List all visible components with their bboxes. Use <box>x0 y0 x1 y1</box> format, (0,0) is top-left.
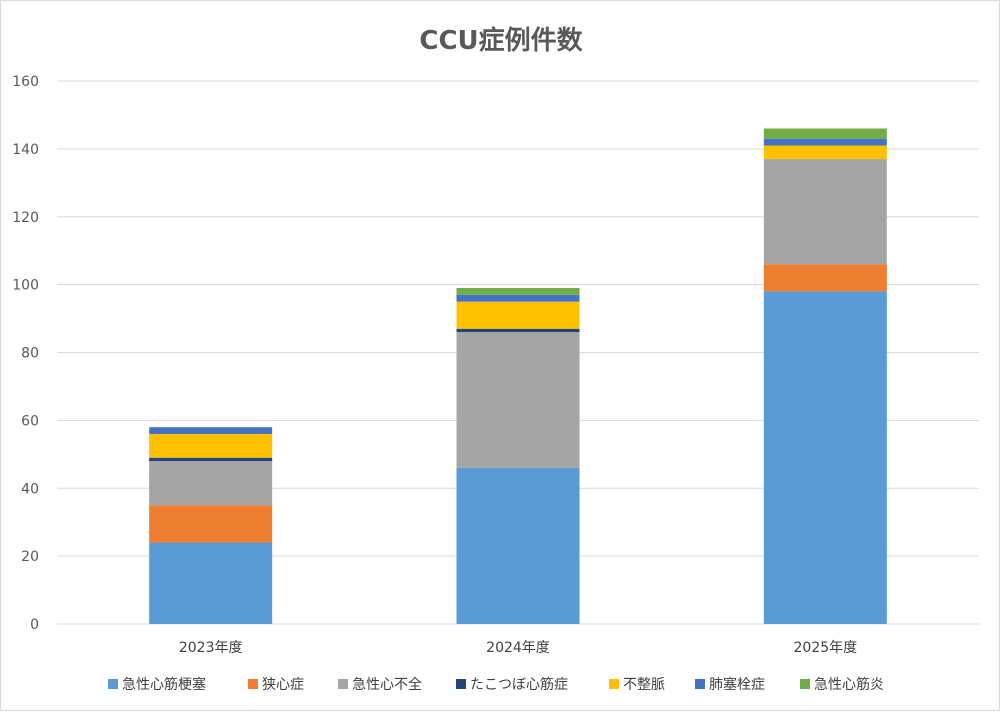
legend-swatch <box>695 679 705 689</box>
chart-title: CCU症例件数 <box>419 25 583 56</box>
y-axis-ticks: 0 20 40 60 80 100 120 140 160 <box>12 74 39 633</box>
legend-item: 不整脈 <box>609 677 665 693</box>
y-tick-label: 40 <box>21 481 39 497</box>
y-tick-label: 60 <box>21 413 39 429</box>
legend-swatch <box>456 679 466 689</box>
legend-swatch <box>248 679 258 689</box>
bar-segment <box>149 427 273 434</box>
y-tick-label: 0 <box>30 617 39 633</box>
legend-swatch <box>338 679 348 689</box>
legend-item: 急性心不全 <box>338 676 422 693</box>
legend: 急性心筋梗塞 狭心症 急性心不全 たこつぼ心筋症 不整脈 肺塞栓症 急性心筋炎 <box>108 676 884 693</box>
legend-swatch <box>609 679 619 689</box>
bar-segment <box>456 301 580 329</box>
y-tick-label: 20 <box>21 549 39 565</box>
bar-segment <box>456 467 580 624</box>
bar-segment <box>763 291 887 624</box>
legend-item: 急性心筋炎 <box>800 676 884 693</box>
legend-label: 不整脈 <box>623 677 665 693</box>
bars <box>149 128 887 624</box>
bar-segment <box>149 505 273 543</box>
bar-segment <box>763 159 887 265</box>
y-tick-label: 140 <box>12 142 39 158</box>
bar-segment <box>763 128 887 139</box>
x-category-label: 2024年度 <box>486 640 550 656</box>
bar-segment <box>456 332 580 468</box>
legend-item: たこつぼ心筋症 <box>456 676 568 693</box>
y-tick-label: 120 <box>12 210 39 226</box>
x-category-label: 2023年度 <box>179 640 243 656</box>
legend-label: 急性心筋梗塞 <box>122 676 206 693</box>
bar-segment <box>456 294 580 302</box>
legend-label: 急性心不全 <box>352 676 422 693</box>
legend-label: 肺塞栓症 <box>709 676 765 693</box>
bar-segment <box>763 264 887 292</box>
legend-item: 狭心症 <box>248 677 304 693</box>
bar-segment <box>149 457 273 462</box>
legend-item: 肺塞栓症 <box>695 676 765 693</box>
y-tick-label: 100 <box>12 278 39 294</box>
legend-item: 急性心筋梗塞 <box>108 676 206 693</box>
legend-swatch <box>108 679 118 689</box>
legend-label: 急性心筋炎 <box>814 676 884 693</box>
y-tick-label: 80 <box>21 346 39 362</box>
bar-segment <box>149 461 273 506</box>
bar-segment <box>456 288 580 295</box>
x-axis-categories: 2023年度 2024年度 2025年度 <box>179 640 857 656</box>
x-category-label: 2025年度 <box>794 640 858 656</box>
bar-segment <box>456 328 580 333</box>
legend-label: 狭心症 <box>262 677 304 693</box>
legend-swatch <box>800 679 810 689</box>
bar-segment <box>763 145 887 160</box>
bar-segment <box>149 542 273 624</box>
bar-segment <box>149 433 273 458</box>
bar-segment <box>763 138 887 146</box>
y-tick-label: 160 <box>12 74 39 90</box>
legend-label: たこつぼ心筋症 <box>470 676 568 693</box>
